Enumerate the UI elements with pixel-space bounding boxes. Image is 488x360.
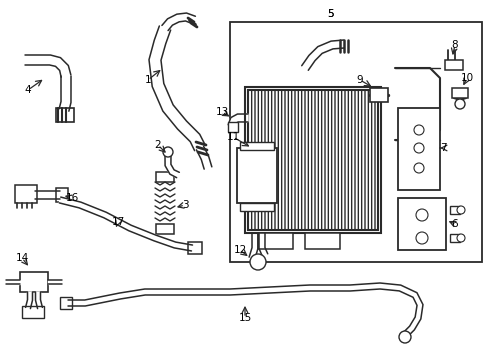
Polygon shape: [259, 233, 267, 256]
Text: 11: 11: [226, 132, 239, 142]
Bar: [397, 198, 445, 250]
Text: 15: 15: [238, 313, 251, 323]
Bar: [60, 297, 72, 309]
Polygon shape: [25, 292, 32, 309]
Polygon shape: [68, 283, 422, 337]
Bar: [369, 88, 387, 102]
Circle shape: [456, 234, 464, 242]
Text: 12: 12: [233, 245, 246, 255]
Circle shape: [415, 232, 427, 244]
Polygon shape: [59, 197, 192, 251]
Polygon shape: [25, 55, 71, 77]
Text: 1: 1: [144, 75, 151, 85]
Circle shape: [163, 147, 173, 157]
Bar: [187, 242, 202, 254]
Bar: [449, 206, 459, 214]
Bar: [56, 108, 74, 122]
Bar: [20, 272, 48, 292]
Circle shape: [413, 125, 423, 135]
Text: 14: 14: [15, 253, 29, 263]
Text: 7: 7: [439, 143, 446, 153]
Polygon shape: [196, 146, 211, 169]
Polygon shape: [248, 233, 258, 259]
Polygon shape: [48, 279, 62, 284]
Bar: [22, 306, 44, 318]
Bar: [227, 122, 238, 132]
Polygon shape: [149, 26, 205, 151]
Bar: [56, 188, 68, 202]
Bar: [156, 224, 174, 234]
Text: 8: 8: [451, 40, 457, 50]
Text: 17: 17: [111, 217, 124, 227]
Circle shape: [415, 209, 427, 221]
Bar: [449, 234, 459, 242]
Bar: [237, 148, 276, 203]
Text: 10: 10: [460, 73, 472, 83]
Polygon shape: [301, 40, 344, 70]
Bar: [305, 233, 339, 249]
Bar: [247, 90, 377, 230]
Circle shape: [398, 331, 410, 343]
Text: 5: 5: [326, 9, 333, 19]
Text: 9: 9: [356, 75, 363, 85]
Polygon shape: [162, 13, 195, 31]
Polygon shape: [35, 191, 60, 199]
Bar: [156, 172, 174, 182]
Polygon shape: [36, 292, 42, 309]
Bar: [229, 22, 481, 262]
Text: 6: 6: [451, 219, 457, 229]
Polygon shape: [6, 279, 20, 284]
Circle shape: [413, 143, 423, 153]
Text: 4: 4: [24, 85, 31, 95]
Text: 5: 5: [326, 9, 333, 19]
Circle shape: [456, 206, 464, 214]
Polygon shape: [59, 76, 71, 111]
Bar: [240, 142, 273, 150]
Bar: [15, 185, 37, 203]
Polygon shape: [164, 155, 179, 178]
Polygon shape: [228, 114, 247, 127]
Text: 16: 16: [65, 193, 79, 203]
Circle shape: [249, 254, 265, 270]
Bar: [451, 88, 467, 98]
Text: 2: 2: [154, 140, 161, 150]
Bar: [444, 60, 462, 70]
Bar: [258, 233, 292, 249]
Bar: [244, 87, 380, 233]
Text: 3: 3: [182, 200, 188, 210]
Circle shape: [454, 99, 464, 109]
Bar: [397, 108, 439, 190]
Text: 13: 13: [215, 107, 228, 117]
Bar: [240, 203, 273, 211]
Circle shape: [413, 163, 423, 173]
